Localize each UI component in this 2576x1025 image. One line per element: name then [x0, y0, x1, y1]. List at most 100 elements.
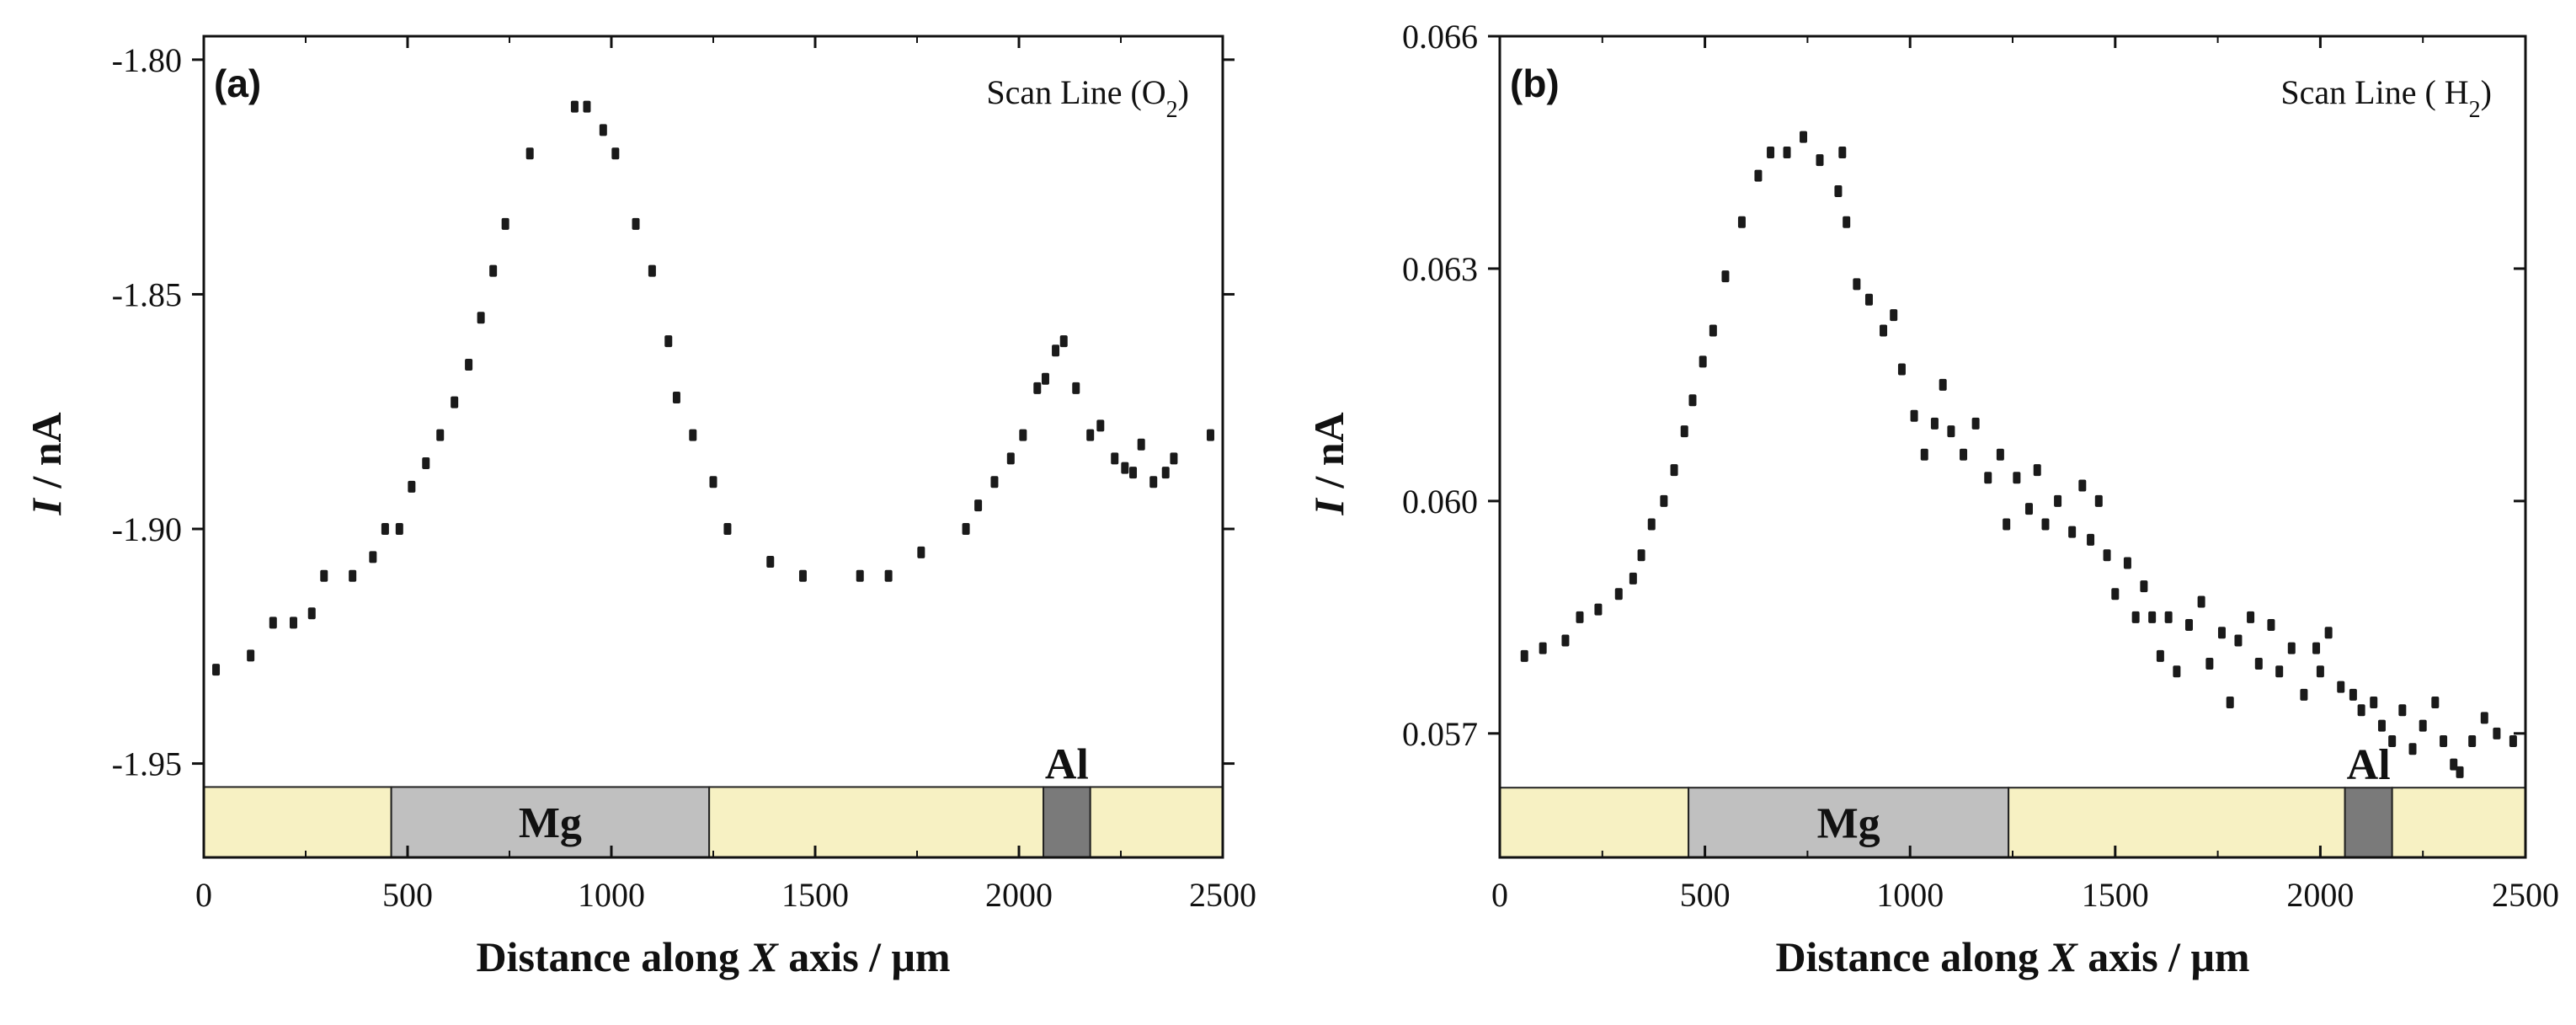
data-point — [884, 569, 893, 582]
data-point — [2509, 735, 2517, 748]
y-axis-title-italic: I — [23, 498, 70, 516]
x-tick-label: 500 — [382, 876, 433, 914]
data-point — [856, 569, 864, 582]
data-point — [974, 499, 983, 512]
data-point — [1019, 429, 1027, 441]
region-label-al: Al — [2347, 741, 2391, 789]
x-tick-label: 0 — [1491, 876, 1508, 914]
data-point — [2087, 533, 2095, 546]
data-point — [320, 569, 328, 582]
region-substrate-0 — [203, 786, 392, 859]
data-point — [2377, 719, 2386, 732]
data-point — [599, 124, 607, 136]
region-al-3 — [1043, 786, 1091, 859]
data-point — [1670, 464, 1678, 477]
x-axis-title-prefix: Distance along — [1775, 933, 2049, 980]
data-point — [2205, 658, 2214, 670]
data-point — [1800, 131, 1808, 143]
data-point — [1033, 382, 1042, 394]
data-point — [1709, 324, 1717, 337]
data-point — [212, 664, 221, 676]
data-point — [2164, 611, 2173, 623]
data-point — [1721, 270, 1730, 283]
y-tick-label: 0.060 — [1402, 483, 1478, 521]
data-point — [2254, 658, 2263, 670]
data-point — [2493, 727, 2501, 739]
data-point — [1816, 154, 1824, 167]
annotation-subscript: 2 — [1166, 97, 1178, 123]
data-point — [1111, 452, 1119, 465]
data-point — [1864, 293, 1873, 306]
y-tick-label: 0.066 — [1402, 18, 1478, 56]
data-point — [2267, 619, 2275, 632]
region-substrate-2 — [2008, 787, 2346, 858]
data-point — [1614, 588, 1623, 601]
data-point — [247, 649, 255, 662]
data-point — [2287, 642, 2296, 654]
data-point — [2131, 611, 2140, 623]
x-axis-title-suffix: axis / μm — [778, 933, 951, 980]
data-point — [408, 480, 416, 493]
data-point — [1129, 467, 1138, 479]
data-point — [1086, 429, 1095, 441]
data-point — [1161, 467, 1170, 479]
data-point — [451, 396, 459, 408]
data-point — [2173, 665, 2181, 678]
data-point — [489, 264, 498, 277]
x-axis-title-prefix: Distance along — [476, 933, 749, 980]
data-point — [465, 359, 473, 371]
data-point — [2156, 649, 2164, 662]
region-substrate-0 — [1499, 787, 1690, 858]
data-point — [2370, 697, 2378, 709]
data-point — [611, 147, 620, 160]
data-point — [1838, 146, 1847, 158]
data-point — [2013, 472, 2021, 484]
chart-panel-b: Mg Al 0 500 1000 1500 2000 2500 0.066 0.063 0.060 0… — [1305, 18, 2559, 980]
data-point — [2275, 665, 2284, 678]
x-tick-label: 2500 — [1189, 876, 1256, 914]
region-label-al: Al — [1045, 740, 1089, 788]
data-point — [1737, 216, 1746, 228]
data-point — [2094, 494, 2103, 507]
data-point — [2316, 665, 2324, 678]
data-point — [1947, 425, 1955, 438]
data-point — [583, 100, 591, 113]
data-point — [1561, 634, 1570, 647]
data-point — [1984, 472, 1992, 484]
data-point — [2398, 704, 2407, 717]
panel-label: (b) — [1510, 61, 1560, 105]
annotation-prefix: Scan Line (O — [986, 73, 1165, 111]
data-point — [2226, 697, 2234, 709]
data-point — [1637, 549, 1645, 562]
data-point — [2148, 611, 2157, 623]
data-point — [2054, 494, 2062, 507]
scan-line-annotation: Scan Line (O2) — [986, 73, 1189, 123]
x-tick-label: 2000 — [2286, 876, 2354, 914]
data-point — [990, 476, 999, 488]
y-tick-label: -1.90 — [112, 510, 182, 548]
y-axis-title: I / nA — [1305, 412, 1352, 515]
data-point — [1170, 452, 1178, 465]
data-point — [1767, 146, 1775, 158]
data-point — [1834, 184, 1843, 197]
data-point — [1971, 417, 1980, 430]
data-point — [289, 617, 297, 629]
data-point — [381, 523, 389, 535]
data-point — [1960, 448, 1968, 461]
data-point — [2419, 719, 2427, 732]
data-point — [2111, 588, 2120, 601]
data-point — [2300, 688, 2308, 701]
annotation-prefix: Scan Line ( H — [2280, 73, 2468, 111]
region-label-mg: Mg — [1817, 800, 1880, 848]
region-substrate-4 — [2391, 787, 2526, 858]
data-point — [2468, 735, 2477, 748]
data-point — [2003, 518, 2011, 531]
data-point — [570, 100, 579, 113]
data-point — [1121, 462, 1129, 474]
data-point — [2140, 580, 2148, 593]
data-point — [723, 523, 732, 535]
y-axis-title-suffix: / nA — [23, 412, 70, 499]
scan-line-annotation: Scan Line ( H2) — [2280, 73, 2492, 123]
y-tick-label: -1.80 — [112, 41, 182, 79]
